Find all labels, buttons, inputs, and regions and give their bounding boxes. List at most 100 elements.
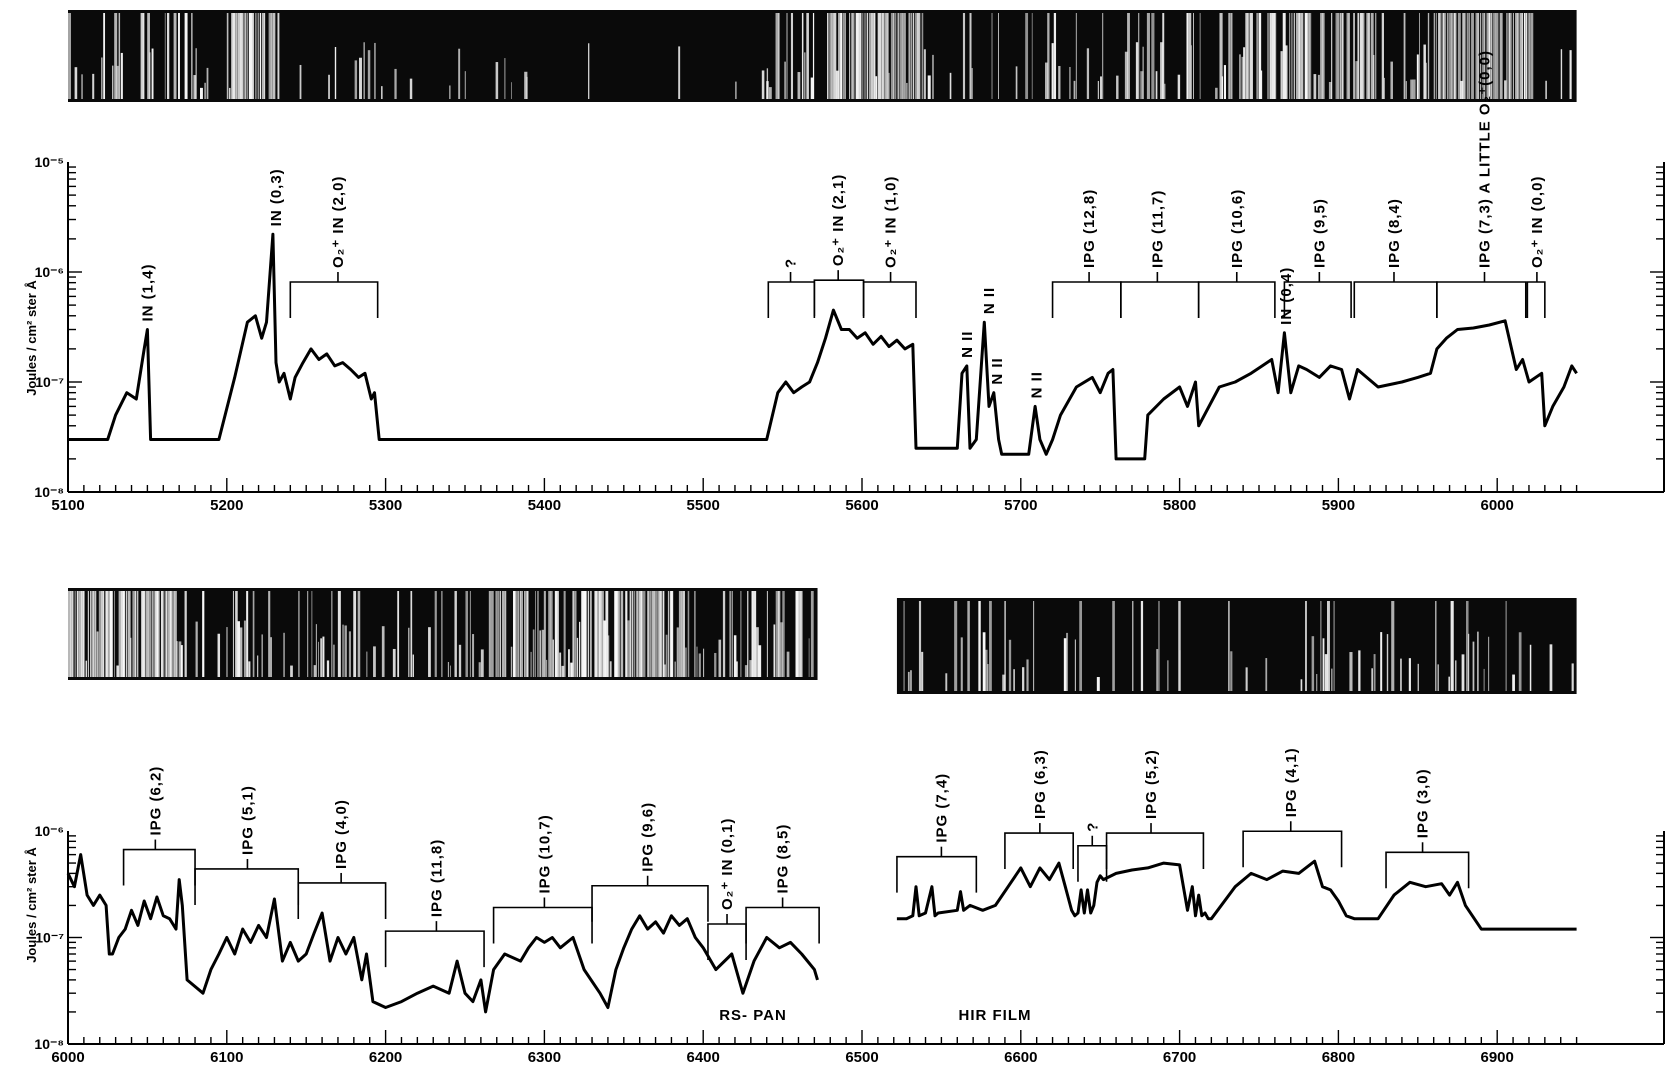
annotation-label: ? (783, 258, 800, 268)
spectral-line (618, 591, 621, 677)
spectral-line (1437, 664, 1440, 691)
spectral-line (450, 665, 451, 677)
spectral-line (1193, 13, 1194, 99)
spectral-line (357, 591, 361, 677)
spectral-line (1331, 668, 1333, 691)
spectral-line (1460, 80, 1464, 99)
spectral-line (1158, 601, 1160, 691)
spectral-line (120, 591, 124, 677)
spectral-line (233, 13, 236, 99)
annotation-label: IPG (7,3) A LITTLE O₂⁺(0,0) (1476, 50, 1493, 268)
chart-axes: 5100 5200 5300 5400 5500 5600 5700 5800 5900 6000… (34, 154, 1665, 1066)
spectral-line (530, 651, 532, 677)
spectral-line (1316, 674, 1318, 691)
spectral-line (1403, 13, 1406, 99)
spectral-line (638, 591, 642, 677)
spectral-line (1423, 44, 1426, 99)
spectral-line (1295, 13, 1299, 99)
spectral-line (1453, 13, 1456, 99)
annotation-bracket (1197, 281, 1276, 318)
spectral-line (488, 591, 491, 677)
spectral-line (458, 644, 462, 677)
y-axis-label-bottom: Joules / cm² ster Å (24, 847, 39, 963)
spectral-line (945, 673, 948, 691)
spectral-line (74, 67, 78, 99)
spectral-line (548, 591, 551, 677)
spectral-line (698, 653, 701, 677)
spectral-line (359, 57, 362, 99)
spectral-line (1528, 13, 1531, 99)
annotation-label: IPG (5,2) (1143, 749, 1160, 819)
x-tick-label: 6600 (1004, 1049, 1037, 1066)
spectral-line (68, 13, 72, 99)
spectral-line (519, 591, 522, 677)
annotation-label: ? (1084, 822, 1101, 832)
spectral-line (1549, 644, 1553, 691)
spectral-line (568, 649, 570, 677)
spectral-line (1249, 13, 1253, 99)
spectral-line (229, 87, 231, 99)
spectral-line (268, 13, 272, 99)
spectral-line (1448, 676, 1450, 691)
spectral-line (634, 591, 636, 677)
spectral-line (1517, 13, 1519, 99)
spectral-line (761, 70, 765, 99)
spectral-line (1482, 13, 1485, 99)
spectral-line (1358, 650, 1361, 691)
spectral-line (1228, 601, 1230, 691)
spectral-line (1151, 13, 1155, 99)
spectral-line (193, 75, 197, 99)
spectral-line (510, 646, 513, 677)
spectral-line (1282, 13, 1286, 99)
spectral-line (114, 13, 118, 99)
spectral-line (1142, 46, 1144, 99)
spectral-line (264, 13, 266, 99)
spectral-line (1079, 601, 1083, 691)
spectral-line (663, 664, 666, 677)
spectral-line (1178, 601, 1181, 691)
spectral-line (441, 591, 443, 677)
spectral-line (1289, 13, 1291, 99)
spectral-line (1086, 48, 1090, 99)
annotation-label: IPG (9,6) (640, 802, 657, 872)
spectral-line (143, 591, 146, 677)
spectral-line (366, 651, 368, 677)
spectral-line (1228, 13, 1231, 99)
spectral-line (1146, 13, 1150, 99)
spectral-line (511, 82, 512, 99)
spectral-line (318, 641, 319, 677)
spectral-line (90, 591, 92, 677)
spectral-line (827, 13, 829, 99)
spectral-line (1179, 650, 1181, 691)
spectral-line (374, 42, 376, 99)
spectral-line (1337, 13, 1340, 99)
spectral-line (561, 665, 565, 677)
spectral-line (1505, 601, 1507, 691)
annotation-label: O₂⁺ IN (0,0) (1529, 176, 1546, 268)
label-rs-pan: RS- PAN (719, 1007, 787, 1024)
spectral-line (678, 46, 681, 99)
spectral-line (1186, 13, 1189, 99)
spectral-line (107, 591, 111, 677)
spectral-line (550, 591, 553, 677)
spectral-line (849, 13, 851, 99)
spectral-line (1305, 601, 1307, 691)
spectral-line (1327, 601, 1330, 691)
spectral-line (1031, 13, 1033, 99)
spectral-line (79, 591, 82, 677)
spectral-line (559, 652, 562, 677)
spectral-line (1167, 660, 1169, 691)
spectral-line (502, 591, 505, 677)
spectral-line (1475, 13, 1479, 99)
spectral-line (777, 591, 781, 677)
spectral-line (795, 591, 799, 677)
spectral-line (810, 77, 814, 99)
spectral-line (588, 43, 590, 99)
annotation-label: IPG (6,2) (147, 766, 164, 836)
spectral-line (1410, 79, 1413, 99)
spectral-line (331, 591, 333, 677)
spectral-line (1490, 13, 1493, 99)
spectral-line (636, 591, 639, 677)
spectral-line (665, 634, 668, 677)
spectral-line (70, 591, 73, 677)
